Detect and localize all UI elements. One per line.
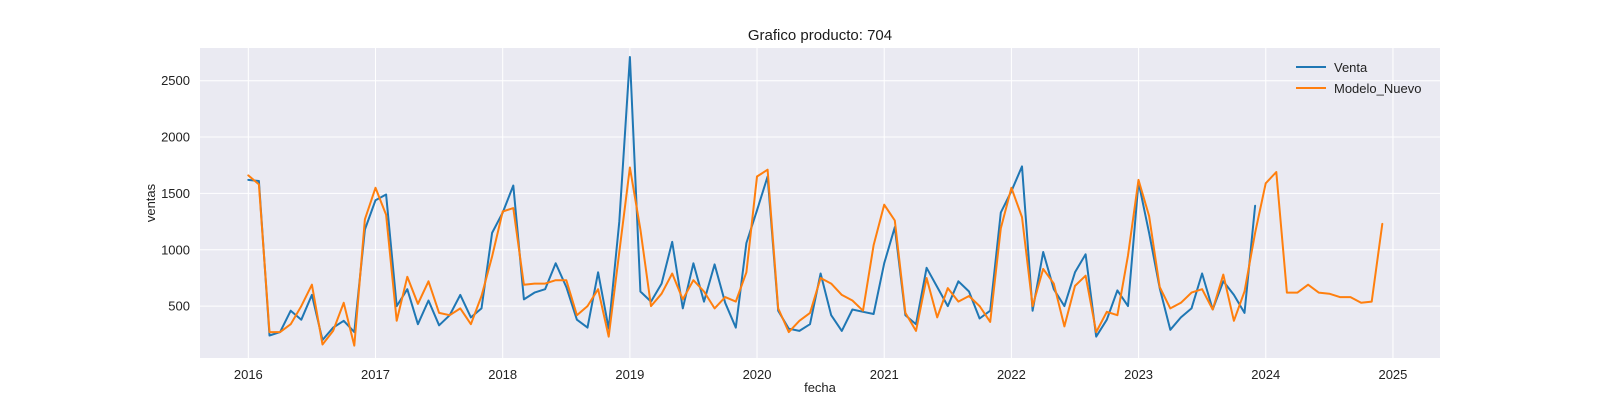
y-tick-label: 500 (168, 299, 190, 314)
chart-title: Grafico producto: 704 (748, 27, 892, 44)
series-lines (247, 56, 1384, 347)
y-axis-ticks: 500 1000 1500 2000 2500 (161, 73, 190, 313)
x-axis-label: fecha (804, 380, 837, 395)
x-tick-label: 2022 (997, 367, 1026, 382)
y-axis-label: ventas (143, 183, 158, 222)
x-tick-label: 2019 (615, 367, 644, 382)
grid-lines (200, 48, 1440, 358)
legend-label-venta: Venta (1334, 60, 1368, 75)
y-tick-label: 2000 (161, 130, 190, 145)
y-tick-label: 1000 (161, 242, 190, 257)
x-tick-label: 2021 (870, 367, 899, 382)
x-axis-ticks: 2016 2017 2018 2019 2020 2021 2022 2023 2024 2025 (234, 367, 1408, 382)
x-tick-label: 2020 (743, 367, 772, 382)
x-tick-label: 2024 (1251, 367, 1280, 382)
x-tick-label: 2016 (234, 367, 263, 382)
x-tick-label: 2017 (361, 367, 390, 382)
y-tick-label: 1500 (161, 186, 190, 201)
x-tick-label: 2023 (1124, 367, 1153, 382)
series-line-1 (247, 166, 1384, 347)
legend-label-modelo-nuevo: Modelo_Nuevo (1334, 81, 1421, 96)
x-tick-label: 2018 (488, 367, 517, 382)
legend: Venta Modelo_Nuevo (1296, 60, 1421, 96)
y-tick-label: 2500 (161, 73, 190, 88)
x-tick-label: 2025 (1378, 367, 1407, 382)
